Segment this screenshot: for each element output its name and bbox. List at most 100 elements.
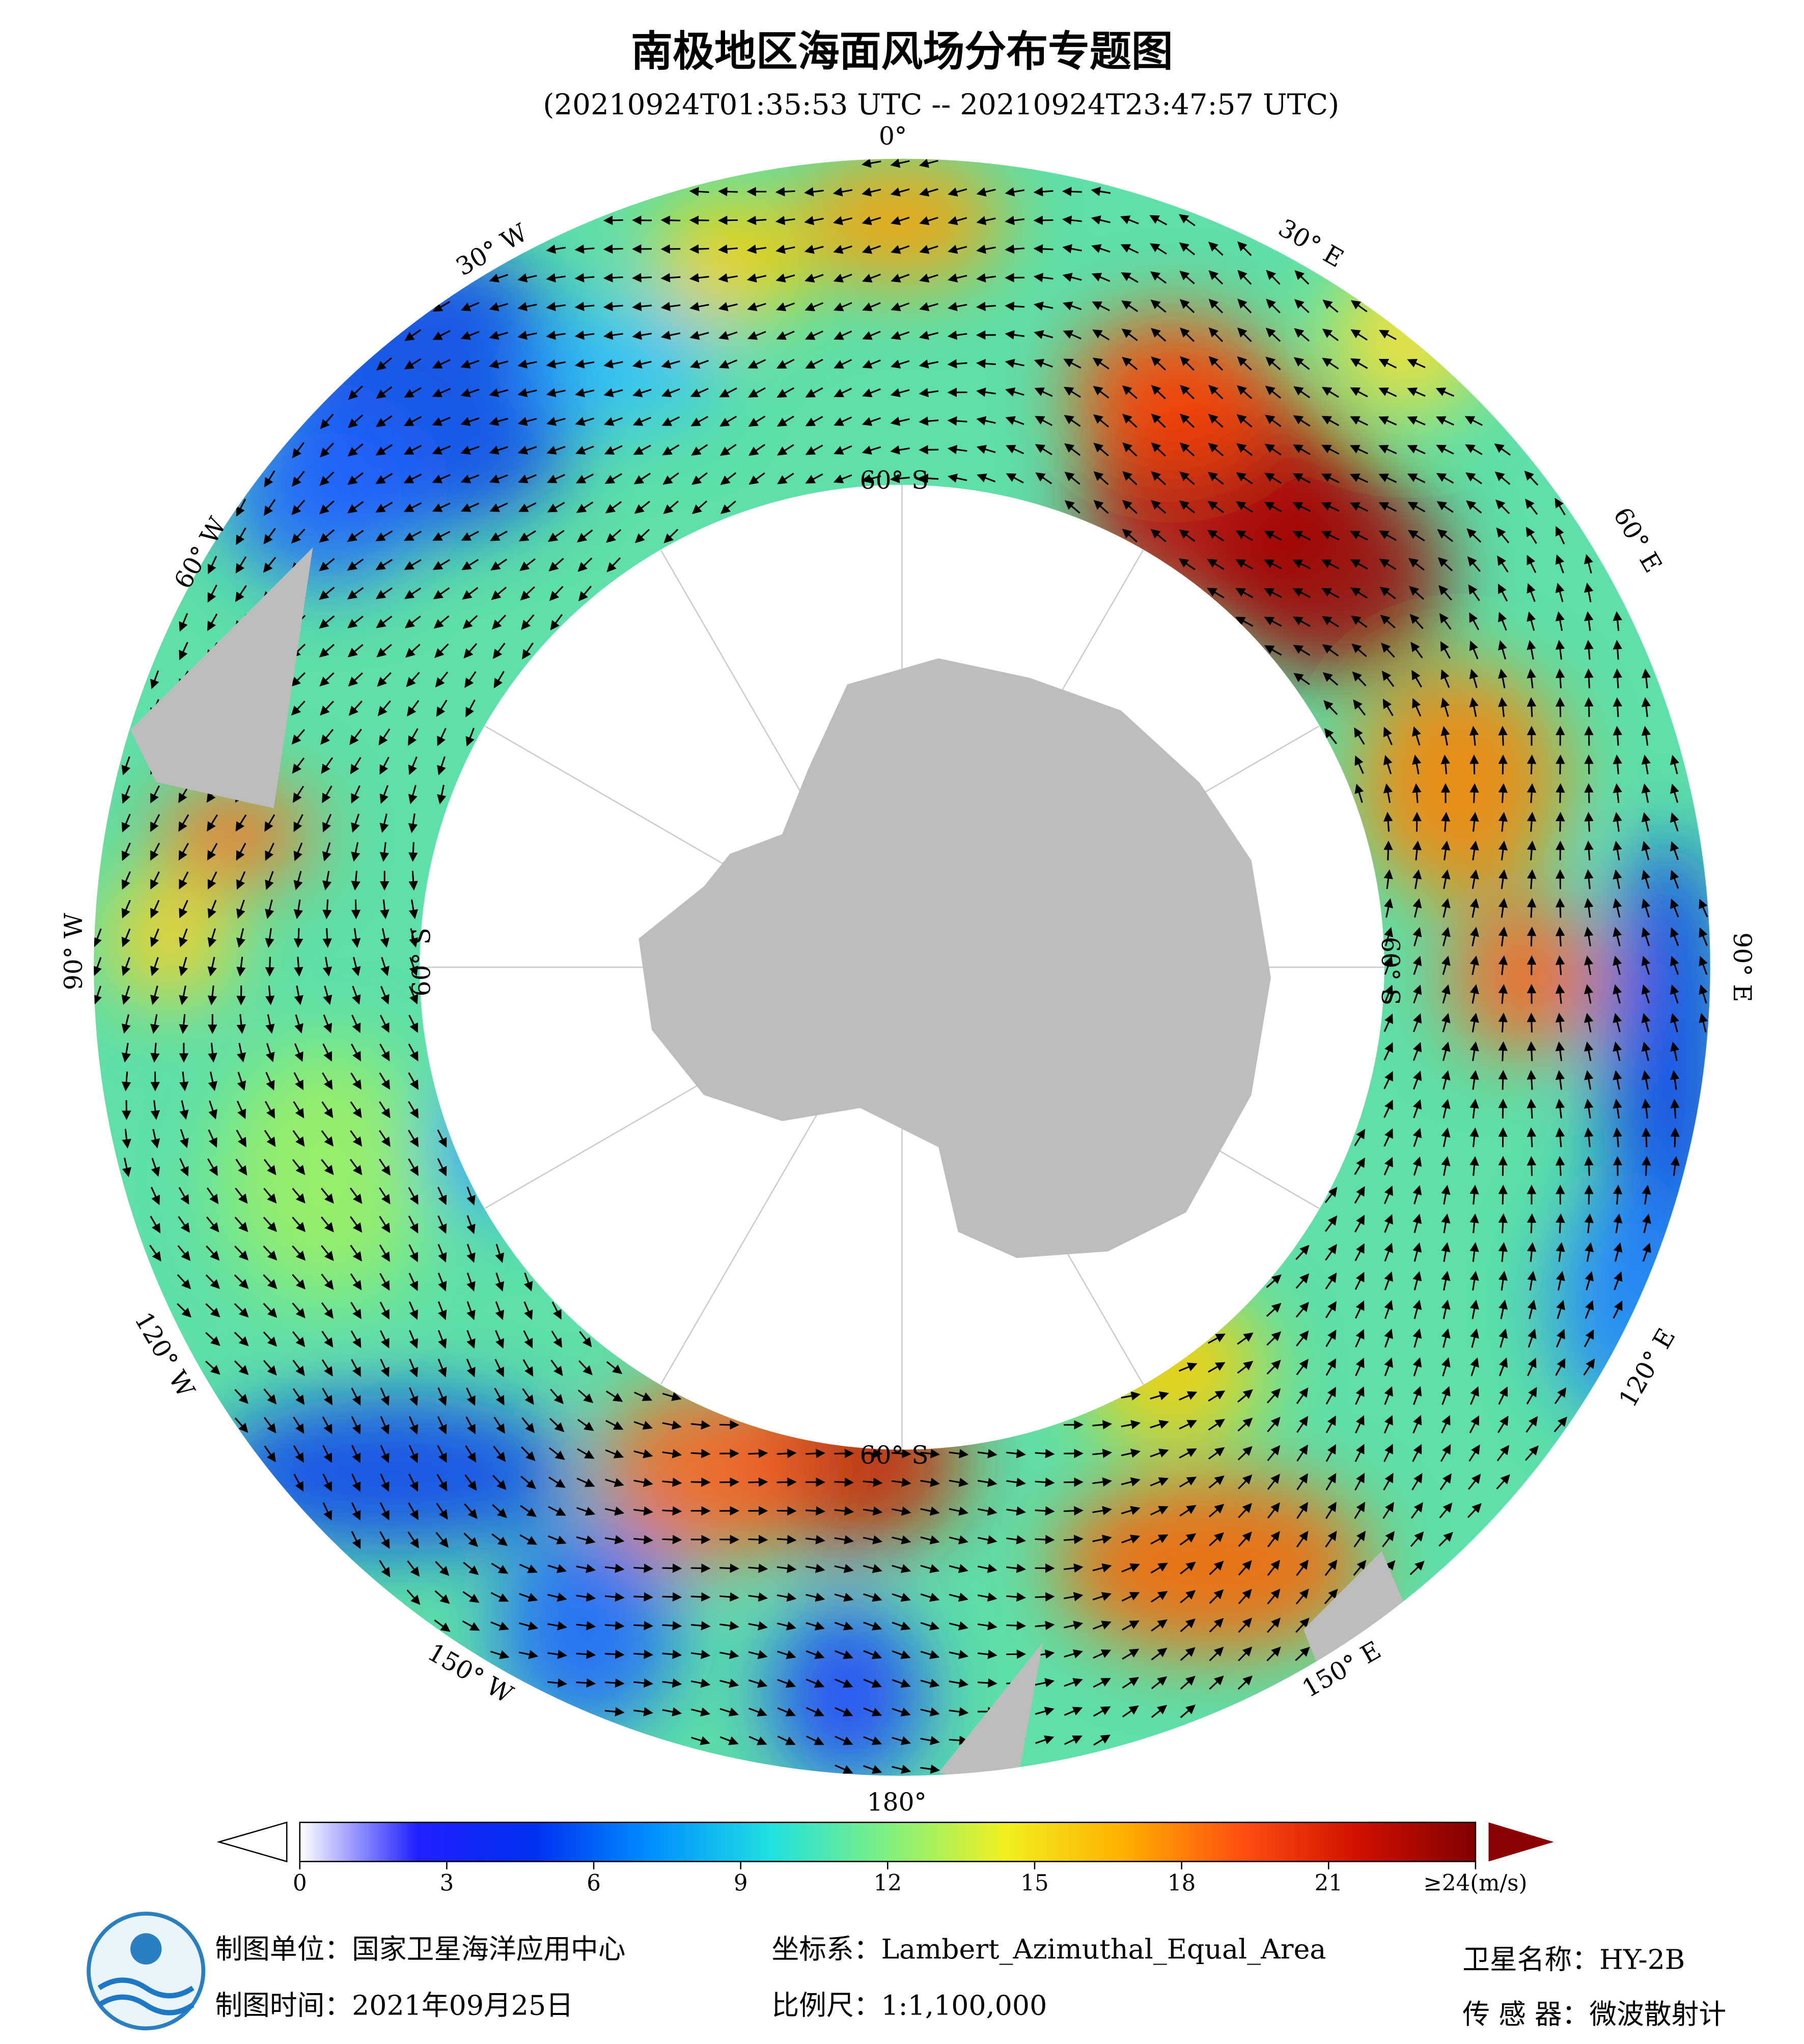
wind-arrow (1322, 357, 1339, 370)
wind-arrow (891, 302, 910, 312)
latitude-label: 60° S (860, 466, 929, 495)
wind-arrow (1208, 356, 1224, 371)
wind-arrow (1121, 328, 1138, 342)
wind-arrow (408, 1101, 419, 1119)
wind-arrow (1469, 1099, 1479, 1119)
wind-arrow (1179, 442, 1195, 457)
wind-arrow (1469, 697, 1479, 717)
wind-arrow (661, 359, 680, 369)
wind-arrow (1641, 668, 1651, 689)
wind-arrow (432, 388, 451, 398)
wind-arrow (547, 501, 565, 513)
wind-arrow (1584, 869, 1594, 889)
wind-arrow (237, 1043, 246, 1062)
wind-arrow (1584, 1156, 1594, 1176)
wind-arrow (404, 559, 422, 570)
wind-arrow (1354, 755, 1364, 774)
wind-arrow (1436, 444, 1454, 455)
wind-arrow (1498, 869, 1508, 889)
wind-arrow (1265, 327, 1281, 342)
wind-arrow (632, 416, 652, 426)
wind-arrow (1235, 559, 1254, 570)
wind-arrow (1469, 668, 1479, 688)
wind-arrow (632, 388, 652, 398)
wind-arrow (976, 387, 996, 397)
wind-arrow (1354, 783, 1364, 803)
wind-arrow (546, 273, 566, 283)
wind-arrow (408, 1015, 418, 1033)
wind-arrow (890, 187, 910, 197)
wind-arrow (517, 273, 537, 283)
wind-arrow (404, 615, 421, 629)
wind-arrow (1466, 500, 1482, 514)
wind-arrow (690, 415, 709, 427)
projection: 坐标系：Lambert_Azimuthal_Equal_Area (772, 1933, 1326, 1965)
wind-arrow (150, 1014, 160, 1034)
wind-arrow (1469, 725, 1479, 746)
wind-arrow (1321, 530, 1340, 541)
wind-arrow (691, 472, 708, 485)
wind-arrow (1555, 554, 1565, 574)
wind-arrow (806, 1506, 825, 1516)
wind-arrow (236, 900, 245, 919)
wind-arrow (493, 670, 505, 689)
wind-arrow (1584, 1099, 1594, 1119)
wind-arrow (1437, 529, 1454, 542)
wind-arrow (919, 216, 938, 226)
wind-arrow (775, 187, 795, 197)
wind-arrow (1293, 357, 1310, 370)
wind-arrow (293, 899, 303, 919)
wind-arrow (1350, 329, 1368, 341)
wind-arrow (350, 757, 362, 774)
wind-arrow (408, 1072, 419, 1090)
wind-arrow (1350, 530, 1368, 541)
colorbar-tick-label: 12 (874, 1871, 902, 1896)
wind-arrow (1383, 811, 1393, 832)
wind-arrow (265, 1072, 275, 1090)
wind-arrow (1354, 727, 1365, 745)
wind-arrow (121, 843, 131, 861)
wind-arrow (121, 957, 131, 976)
wind-arrow (491, 586, 507, 600)
longitude-label: 0° (879, 122, 907, 151)
wind-arrow (1441, 1013, 1451, 1032)
wind-arrow (375, 558, 393, 570)
wind-arrow (207, 843, 218, 861)
wind-arrow (947, 444, 967, 455)
wind-arrow (1525, 498, 1538, 515)
wind-arrow (1383, 726, 1393, 745)
wind-arrow (150, 900, 160, 918)
wind-arrow (263, 528, 276, 545)
wind-arrow (690, 1448, 711, 1459)
wind-arrow (406, 671, 420, 687)
wind-arrow (1527, 898, 1537, 918)
wind-arrow (408, 728, 419, 746)
wind-arrow (1383, 1100, 1393, 1118)
wind-arrow (1063, 358, 1081, 369)
wind-arrow (1293, 617, 1311, 627)
wind-arrow (403, 473, 422, 484)
wind-arrow (1294, 328, 1310, 342)
wind-arrow (293, 1101, 304, 1118)
wind-arrow (121, 986, 131, 1005)
logo (87, 1912, 206, 2031)
wind-arrow (347, 443, 364, 457)
wind-arrow (1556, 783, 1565, 803)
wind-arrow (1005, 244, 1025, 254)
wind-arrow (1093, 499, 1109, 514)
colorbar-ramp (299, 1822, 1477, 1862)
wind-arrow (375, 530, 393, 542)
wind-arrow (1412, 898, 1422, 918)
wind-arrow (1379, 530, 1397, 541)
wind-arrow (408, 756, 418, 775)
wind-arrow (606, 557, 621, 573)
wind-arrow (235, 585, 247, 602)
wind-arrow (1412, 956, 1422, 975)
wind-arrow (1179, 529, 1196, 542)
wind-arrow (1321, 386, 1339, 398)
wind-arrow (404, 530, 422, 541)
wind-arrow (662, 472, 679, 485)
colorbar-ticks: 0 3 6 9 12 15 18 21 ≥24(m/s) (293, 1861, 1528, 1896)
wind-arrow (689, 273, 709, 283)
